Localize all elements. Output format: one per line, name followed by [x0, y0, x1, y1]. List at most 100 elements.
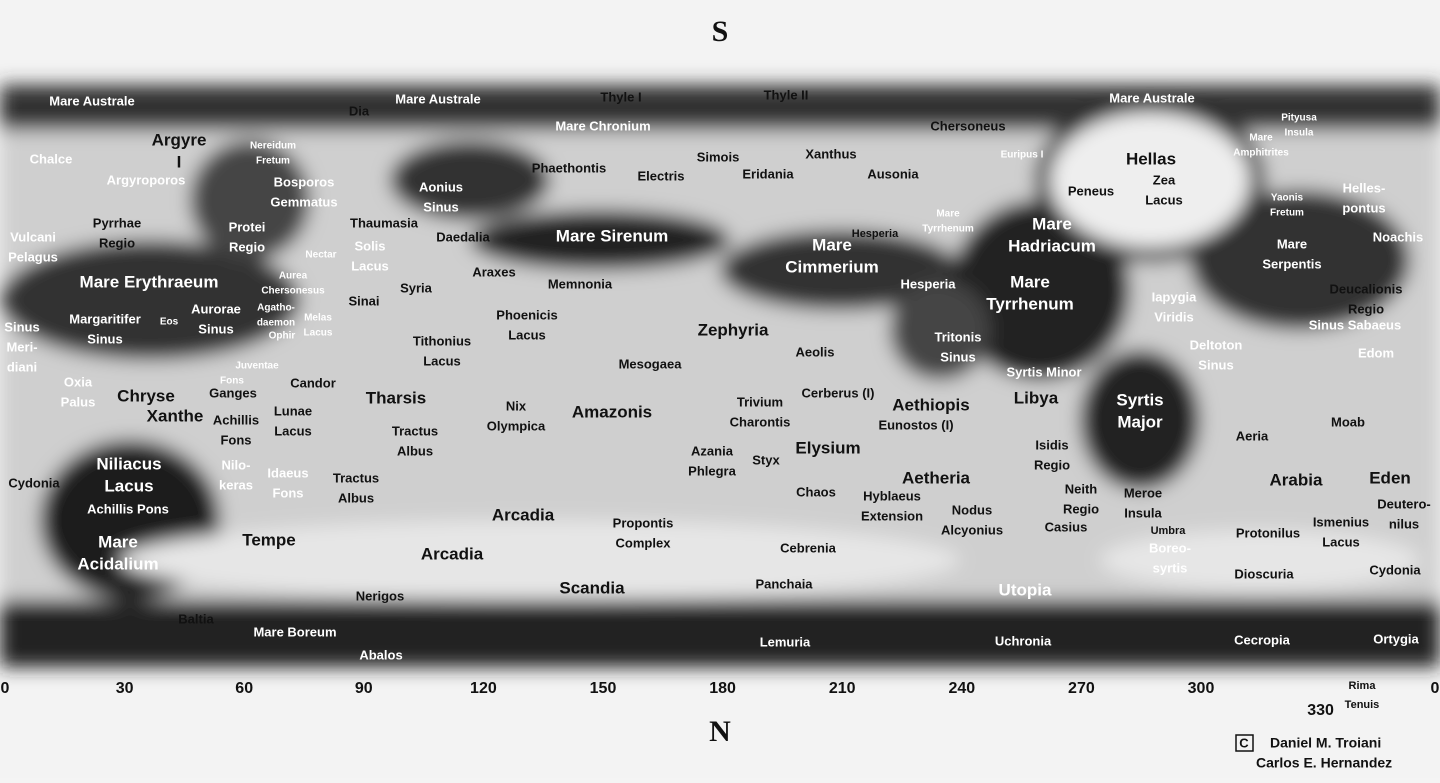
north-label: N	[709, 715, 731, 748]
place-label: Isidis	[1035, 437, 1068, 452]
place-label: Aeria	[1236, 428, 1269, 443]
place-label: Araxes	[472, 264, 515, 279]
place-label: Thaumasia	[350, 215, 419, 230]
place-label: Neith	[1065, 481, 1098, 496]
place-label: Tithonius	[413, 333, 471, 348]
author: Daniel M. Troiani	[1270, 735, 1381, 751]
place-label: Mare Boreum	[253, 624, 336, 639]
place-label: Sinus	[87, 331, 122, 346]
place-label: Mare	[1010, 272, 1050, 291]
place-label: Helles-	[1343, 180, 1386, 195]
place-label: Dia	[349, 103, 370, 118]
place-label: Phoenicis	[496, 307, 557, 322]
place-label: Tyrrhenum	[986, 294, 1074, 313]
longitude-label: 0	[1, 680, 10, 697]
place-label: Aethiopis	[892, 395, 969, 414]
place-label: Nerigos	[356, 588, 404, 603]
place-label: Amazonis	[572, 402, 652, 421]
place-label: Margaritifer	[69, 311, 141, 326]
place-label: Aetheria	[902, 468, 971, 487]
place-label: Lemuria	[760, 634, 811, 649]
place-label: Lacus	[508, 327, 546, 342]
place-label: Amphitrites	[1233, 148, 1289, 159]
place-label: Fretum	[1270, 208, 1304, 219]
longitude-label: 30	[116, 680, 134, 697]
place-label: Arcadia	[492, 505, 555, 524]
place-label: Dioscuria	[1234, 566, 1294, 581]
place-label: Lunae	[274, 403, 312, 418]
place-label: Yaonis	[1271, 193, 1304, 204]
place-label: Syrtis	[1116, 390, 1163, 409]
place-label: Alcyonius	[941, 522, 1003, 537]
place-label: Aurea	[279, 271, 308, 282]
place-label: Boreo-	[1149, 540, 1191, 555]
place-label: Achillis Pons	[87, 501, 169, 516]
place-label: Regio	[1348, 301, 1384, 316]
place-label: Cherso­nesus	[261, 286, 325, 297]
place-label: Umbra	[1151, 525, 1187, 537]
place-label: Syrtis Minor	[1006, 364, 1081, 379]
place-label: Major	[1117, 412, 1163, 431]
place-label: Lacus	[351, 258, 389, 273]
place-label: Fons	[220, 376, 244, 387]
place-label: Aonius	[419, 179, 463, 194]
place-label: Tractus	[333, 470, 379, 485]
place-label: Sinus Sabaeus	[1309, 317, 1401, 332]
place-label: Idaeus	[267, 465, 308, 480]
place-label: Arcadia	[421, 544, 484, 563]
place-label: Argyroporos	[107, 172, 186, 187]
longitude-label: 300	[1188, 680, 1215, 697]
place-label: Thyle II	[764, 87, 809, 102]
place-label: Mare	[1277, 236, 1307, 251]
place-label: Palus	[61, 394, 96, 409]
place-label: Uchronia	[995, 633, 1052, 648]
place-label: keras	[219, 477, 253, 492]
place-label: Ortygia	[1373, 631, 1419, 646]
place-label: Pyrrhae	[93, 215, 141, 230]
place-label: Meroe	[1124, 485, 1162, 500]
place-label: Moab	[1331, 414, 1365, 429]
place-label: Chaos	[796, 484, 836, 499]
place-label: I	[177, 152, 182, 171]
place-label: Libya	[1014, 388, 1059, 407]
place-label: Eunostos (I)	[878, 417, 953, 432]
place-label: Nectar	[305, 250, 336, 261]
place-label: Abalos	[359, 647, 402, 662]
place-label: Sinus	[1198, 357, 1233, 372]
longitude-label: 0	[1431, 680, 1440, 697]
place-label: Sinus	[940, 349, 975, 364]
place-label: Eridania	[742, 166, 794, 181]
place-label: Zephyria	[698, 320, 769, 339]
place-label: Simois	[697, 149, 740, 164]
place-label: Cydonia	[1369, 562, 1421, 577]
place-label: Hesperia	[901, 276, 957, 291]
place-label: Insula	[1124, 505, 1162, 520]
place-label: Xanthe	[147, 406, 204, 425]
place-label: Electris	[638, 168, 685, 183]
place-label: Fons	[272, 485, 303, 500]
place-label: Cydonia	[8, 475, 60, 490]
place-label: Ganges	[209, 385, 257, 400]
place-label: Vulcani	[10, 229, 56, 244]
place-label: Phaethontis	[532, 160, 606, 175]
place-label: Regio	[229, 239, 265, 254]
longitude-label: 330	[1307, 702, 1334, 719]
place-label: Lacus	[1322, 534, 1360, 549]
place-label: Trivium	[737, 394, 783, 409]
place-label: Lacus	[104, 476, 153, 495]
place-label: Casius	[1045, 519, 1088, 534]
place-label: Mesogaea	[619, 356, 683, 371]
coauthor: Carlos E. Hernandez	[1256, 755, 1392, 771]
place-label: Nix	[506, 398, 527, 413]
place-label: Utopia	[999, 580, 1052, 599]
place-label: Mare	[936, 209, 960, 220]
place-label: Bosporos	[274, 174, 335, 189]
place-label: Candor	[290, 375, 336, 390]
place-label: Mare	[98, 532, 138, 551]
place-label: Olympica	[487, 418, 546, 433]
place-label: Serpentis	[1262, 256, 1321, 271]
place-label: Aurorae	[191, 301, 241, 316]
place-label: Ausonia	[867, 166, 919, 181]
place-label: Sinai	[348, 293, 379, 308]
longitude-label: 120	[470, 680, 497, 697]
